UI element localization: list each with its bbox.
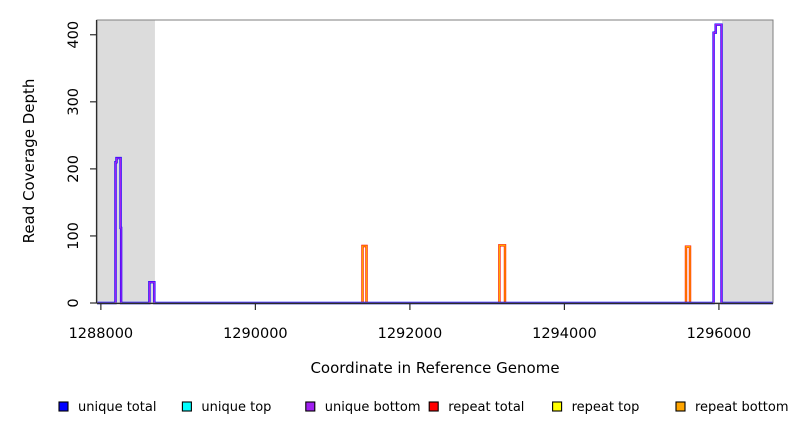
x-axis-title: Coordinate in Reference Genome: [310, 359, 559, 377]
legend-label: repeat bottom: [695, 400, 789, 415]
legend-swatch-icon: [552, 401, 563, 412]
legend-item-unique-total: unique total: [58, 400, 156, 415]
series-0-path-0-over: [361, 245, 368, 303]
legend-item-repeat-top: repeat top: [552, 400, 640, 415]
series-0-path-1-over: [498, 244, 506, 303]
axes-layer: 1288000 1290000 1292000 1294000 1296000 0 100 2…: [66, 19, 774, 342]
shade-region-right-flank: [722, 20, 773, 303]
legend-swatch-icon: [428, 401, 439, 412]
x-tick-label: 1288000: [69, 326, 134, 342]
plot-box: [96, 19, 774, 304]
series-layer: [97, 23, 773, 305]
legend: unique total unique top unique bottom repea…: [58, 400, 789, 415]
x-tick-label: 1290000: [223, 326, 288, 342]
legend-label: repeat top: [572, 400, 640, 415]
legend-label: repeat total: [448, 400, 524, 415]
legend-swatch-icon: [58, 401, 69, 412]
series-0-path-2-over: [685, 246, 691, 303]
legend-swatch-icon: [675, 401, 686, 412]
y-tick-label: 100: [66, 222, 82, 250]
legend-label: unique bottom: [325, 400, 421, 415]
x-tick-label: 1294000: [532, 326, 597, 342]
shade-region-left-flank: [97, 20, 155, 303]
legend-item-repeat-total: repeat total: [428, 400, 524, 415]
legend-label: unique top: [201, 400, 271, 415]
y-tick-label: 400: [66, 21, 82, 49]
legend-label: unique total: [78, 400, 156, 415]
legend-item-unique-bottom: unique bottom: [305, 400, 421, 415]
x-tick-label: 1292000: [378, 326, 443, 342]
series-0-path-1-under: [498, 244, 507, 303]
series-1-path-0-over: [97, 24, 773, 304]
legend-item-unique-top: unique top: [181, 400, 271, 415]
y-tick-label: 200: [66, 155, 82, 183]
legend-item-repeat-bottom: repeat bottom: [675, 400, 789, 415]
legend-swatch-icon: [305, 401, 316, 412]
shaded-regions-layer: [97, 20, 773, 303]
series-1-path-0-under: [97, 23, 773, 305]
y-axis-title: Read Coverage Depth: [20, 79, 38, 244]
legend-swatch-icon: [181, 401, 192, 412]
y-tick-label: 0: [66, 298, 82, 307]
x-tick-label: 1296000: [687, 326, 752, 342]
y-tick-label: 300: [66, 88, 82, 116]
